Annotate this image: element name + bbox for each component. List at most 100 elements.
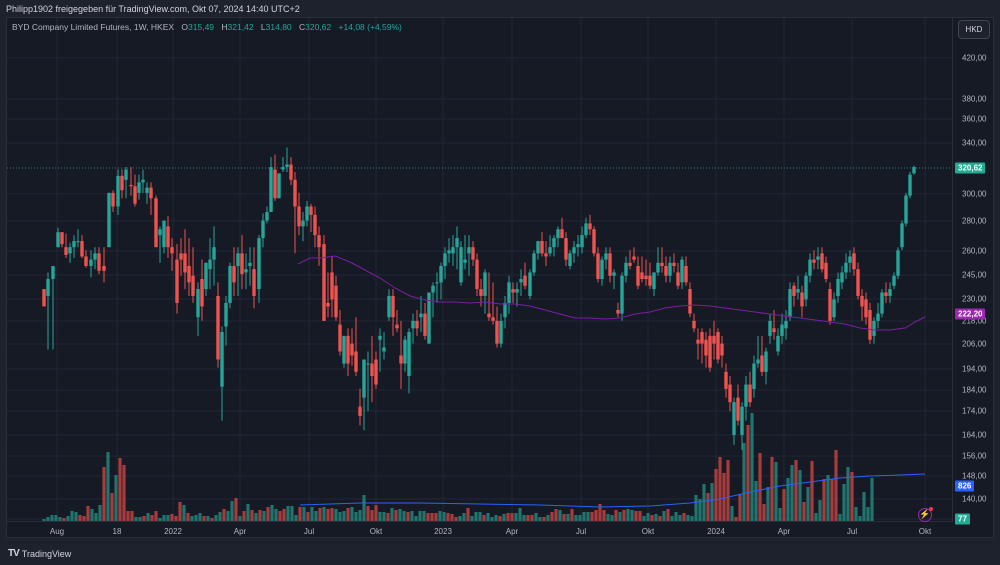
candle-body	[244, 269, 248, 273]
volume-bar	[834, 450, 838, 521]
volume-bar	[166, 515, 170, 521]
volume-bar	[702, 484, 706, 521]
candle-body	[872, 320, 876, 336]
candle-body	[507, 282, 511, 303]
volume-bar	[582, 512, 586, 521]
candle-body	[154, 198, 158, 248]
volume-bar	[590, 512, 594, 521]
candle-body	[900, 223, 904, 248]
candle-body	[852, 253, 856, 270]
candle-body	[166, 226, 170, 248]
candle-body	[580, 235, 584, 248]
volume-bar	[310, 507, 314, 521]
volume-bar	[782, 489, 786, 521]
candle-body	[196, 289, 200, 318]
volume-bar	[658, 516, 662, 521]
candle-body	[648, 275, 652, 286]
candle-body	[483, 272, 487, 296]
volume-bar	[706, 493, 710, 521]
volume-bar	[542, 517, 546, 521]
volume-bar	[526, 515, 530, 521]
candle-body	[439, 265, 443, 283]
volume-bar	[450, 514, 454, 521]
volume-bar	[386, 513, 390, 521]
candle-body	[471, 247, 475, 260]
volume-bar	[222, 509, 226, 521]
volume-bar	[726, 460, 730, 521]
volume-bar	[130, 511, 134, 521]
candle-body	[540, 241, 544, 254]
candle-body	[435, 282, 439, 284]
volume-bar	[738, 494, 742, 521]
candle-body	[660, 262, 664, 266]
volume-bar	[186, 513, 190, 521]
candle-body	[752, 363, 756, 389]
candle-body	[145, 187, 149, 193]
candle-body	[536, 241, 540, 254]
volume-bar	[634, 511, 638, 521]
candle-body	[338, 324, 342, 352]
volume-bar	[210, 518, 214, 521]
volume-bar	[326, 509, 330, 521]
change-value: +14,08 (+4,59%)	[338, 22, 402, 32]
volume-bar	[586, 512, 590, 521]
candle-body	[692, 320, 696, 329]
volume-bar	[238, 516, 242, 521]
volume-bar	[382, 512, 386, 521]
candle-body	[64, 247, 68, 255]
price-axis-divider	[952, 17, 953, 522]
candle-body	[816, 256, 820, 260]
candle-body	[228, 265, 232, 303]
candle-body	[443, 253, 447, 266]
candle-body	[326, 302, 330, 307]
candle-body	[624, 262, 628, 276]
candle-body	[644, 275, 648, 280]
volume-bar	[54, 515, 58, 521]
tradingview-mark-icon: TV	[8, 548, 20, 559]
volume-bar	[506, 513, 510, 521]
moving-average-tag: 222,20	[955, 308, 986, 320]
candle-body	[548, 247, 552, 254]
candle-body	[812, 259, 816, 263]
high-value: 321,42	[227, 22, 254, 32]
lightning-alert-icon[interactable]: ⚡	[918, 507, 933, 522]
chart-legend: BYD Company Limited Futures, 1W, HKEX O3…	[12, 22, 402, 32]
volume-bar	[642, 516, 646, 521]
candle-body	[864, 299, 868, 318]
tradingview-logo[interactable]: TV TradingView	[8, 548, 71, 559]
volume-bar	[138, 517, 142, 521]
candle-body	[680, 259, 684, 283]
volume-bar	[402, 511, 406, 521]
candle-body	[162, 220, 166, 248]
time-tick-label: Aug	[49, 527, 65, 536]
volume-bar	[446, 513, 450, 521]
candle-body	[305, 206, 309, 221]
volume-bar	[690, 516, 694, 521]
candle-body	[732, 402, 736, 435]
volume-bar	[462, 513, 466, 521]
volume-bar	[318, 508, 322, 521]
candle-body	[588, 223, 592, 230]
candle-body	[370, 363, 374, 377]
volume-bar	[422, 511, 426, 521]
price-tick-label: 194,00	[962, 364, 987, 374]
volume-bar	[762, 504, 766, 521]
volume-bar	[198, 513, 202, 521]
volume-bar	[838, 514, 842, 521]
volume-bar	[378, 512, 382, 521]
volume-bar	[374, 505, 378, 521]
volume-bar	[154, 511, 158, 521]
candle-body	[124, 169, 128, 180]
candle-body	[382, 347, 386, 352]
volume-bar	[742, 443, 746, 521]
volume-bar	[854, 507, 858, 521]
volume-ma-line	[299, 473, 926, 508]
volume-bar	[750, 413, 754, 521]
currency-button[interactable]: HKD	[958, 20, 990, 39]
volume-bar	[70, 511, 74, 521]
time-tick-label: Jul	[303, 527, 315, 536]
chart-frame[interactable]	[6, 17, 994, 538]
symbol-description[interactable]: BYD Company Limited Futures, 1W, HKEX	[12, 22, 175, 32]
candle-body	[459, 247, 463, 283]
